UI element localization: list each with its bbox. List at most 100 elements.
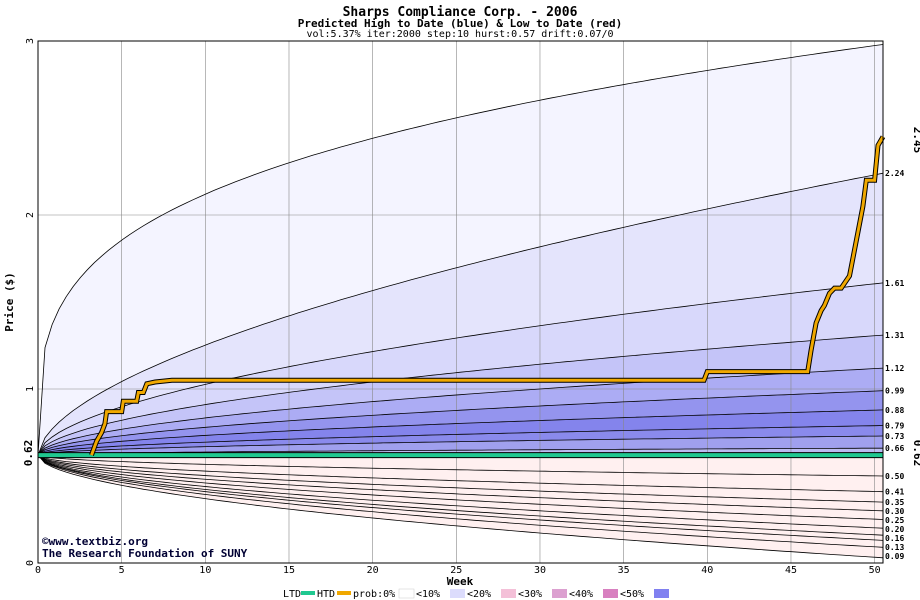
high-level-label-2: 1.31: [885, 331, 904, 340]
high-band-5: [38, 390, 883, 456]
credit-site: ©www.textbiz.org: [42, 535, 148, 548]
low-contour-8: [37, 454, 884, 548]
legend: LTD HTD prob:0% <10% <20% <30% <40% <50%: [283, 588, 669, 600]
low-level-label-7: 0.13: [885, 543, 904, 552]
legend-htd-swatch: [337, 591, 351, 595]
high-contour-2: [37, 282, 884, 456]
high-contour-4: [37, 367, 884, 456]
x-tick-label-8: 40: [701, 565, 713, 576]
credit-org: The Research Foundation of SUNY: [42, 547, 248, 560]
low-level-label-2: 0.35: [885, 498, 904, 507]
legend-htd-label: HTD: [317, 589, 335, 600]
low-contour-7: [37, 454, 884, 541]
high-contour-6: [37, 409, 884, 456]
y-axis-ticks: 0 1 2 3: [25, 38, 36, 566]
x-tick-label-3: 15: [283, 565, 295, 576]
low-level-label-4: 0.25: [885, 516, 904, 525]
high-band-8: [38, 436, 883, 456]
high-contour-8: [37, 435, 884, 456]
chart-subtitle: Predicted High to Date (blue) & Low to D…: [298, 17, 623, 30]
low-level-label-3: 0.30: [885, 507, 904, 516]
level-labels: 2.24 1.61 1.31 1.12 0.99 0.88 0.790.73 0.66 0.50…: [885, 169, 904, 561]
chart-params: vol:5.37% iter:2000 step:10 hurst:0.57 d…: [306, 29, 613, 40]
high-contour-1: [37, 172, 884, 456]
low-level-label-6: 0.16: [885, 534, 904, 543]
low-band-9: [38, 455, 883, 558]
high-contour-5: [37, 390, 884, 456]
legend-item-swatch-4: [654, 589, 669, 598]
y-tick-label-0: 0: [25, 560, 36, 566]
y-tick-label-3: 3: [25, 38, 36, 44]
y-tick-label-2: 2: [25, 212, 36, 218]
low-contour-4: [37, 454, 884, 520]
series-lines: [38, 135, 886, 459]
high-band-2: [38, 282, 883, 456]
low-contour-0: [37, 454, 884, 477]
high-band-0: [38, 44, 883, 456]
low-contour-2: [37, 454, 884, 503]
high-band-3: [38, 335, 883, 456]
legend-item-swatch-1: [501, 589, 516, 598]
x-tick-label-1: 5: [119, 565, 125, 576]
high-band-1: [38, 173, 883, 456]
high-contour-7: [37, 425, 884, 456]
end-start-label: 0.62: [911, 440, 920, 467]
high-band-7: [38, 425, 883, 456]
htd-line: [90, 135, 885, 456]
plot-frame: [37, 40, 884, 564]
legend-items: <10% <20% <30% <40% <50%: [416, 589, 669, 600]
x-tick-label-9: 45: [785, 565, 797, 576]
low-level-label-8: 0.09: [885, 552, 904, 561]
low-contour-9: [37, 454, 884, 559]
y-axis-label: Price ($): [3, 272, 16, 332]
legend-prob-swatch: [398, 588, 415, 599]
x-axis-label: Week: [447, 575, 474, 588]
low-level-label-0: 0.50: [885, 472, 904, 481]
legend-item-swatch-0: [450, 589, 465, 598]
low-contour-1: [37, 454, 884, 493]
legend-item-label-1: <20%: [467, 589, 491, 600]
legend-item-swatch-3: [603, 589, 618, 598]
end-high-label: 2.45: [911, 127, 920, 154]
x-tick-label-10: 50: [869, 565, 881, 576]
high-level-label-7: 0.73: [885, 432, 904, 441]
legend-item-swatch-2: [552, 589, 567, 598]
x-tick-label-4: 20: [367, 565, 379, 576]
low-contour-6: [37, 454, 884, 536]
start-price-label: 0.62: [22, 440, 35, 467]
high-band-6: [38, 409, 883, 456]
low-contour-3: [37, 454, 884, 512]
x-tick-label-2: 10: [199, 565, 211, 576]
legend-item-label-3: <40%: [569, 589, 593, 600]
x-axis-ticks: 0 5 10 15 20 25 30 35 40 45 50: [35, 565, 881, 576]
chart-title: Sharps Compliance Corp. - 2006: [343, 5, 578, 20]
y-tick-label-1: 1: [25, 386, 36, 392]
high-level-label-4: 0.99: [885, 387, 904, 396]
legend-item-label-2: <30%: [518, 589, 542, 600]
legend-ltd-swatch: [301, 591, 315, 595]
x-tick-label-7: 35: [618, 565, 630, 576]
high-level-label-3: 1.12: [885, 364, 904, 373]
contour-lines: [37, 44, 884, 559]
x-tick-label-5: 25: [450, 565, 462, 576]
legend-prob-label: prob:0%: [353, 589, 395, 600]
low-level-label-1: 0.41: [885, 488, 904, 497]
low-contour-5: [37, 454, 884, 529]
legend-item-label-0: <10%: [416, 589, 440, 600]
high-level-label-1: 1.61: [885, 279, 904, 288]
high-level-label-5: 0.88: [885, 406, 904, 415]
x-tick-label-0: 0: [35, 565, 41, 576]
high-band-4: [38, 368, 883, 456]
high-contour-3: [37, 334, 884, 456]
low-level-label-5: 0.20: [885, 525, 904, 534]
high-level-label-6: 0.79: [885, 422, 904, 431]
legend-ltd-label: LTD: [283, 589, 301, 600]
high-level-label-0: 2.24: [885, 169, 904, 178]
high-contour-0: [37, 44, 884, 456]
grid: [38, 41, 883, 563]
probability-bands: [38, 44, 883, 558]
legend-item-label-4: <50%: [620, 589, 644, 600]
high-level-label-8: 0.66: [885, 444, 904, 453]
x-tick-label-6: 30: [534, 565, 546, 576]
